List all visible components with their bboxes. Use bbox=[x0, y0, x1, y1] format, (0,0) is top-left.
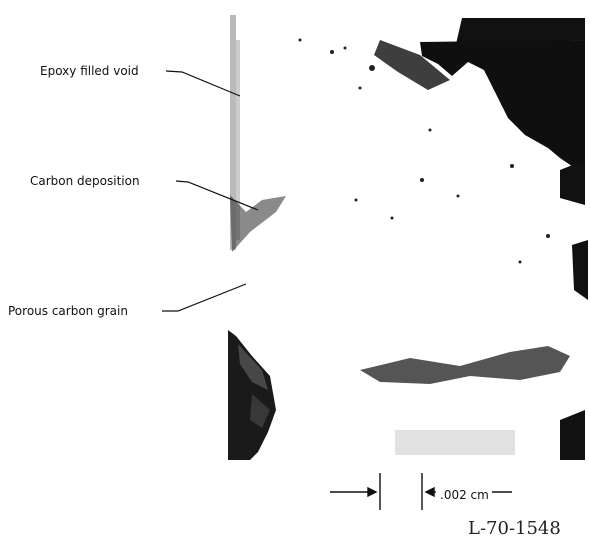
leader-lines bbox=[162, 70, 259, 312]
label-carbon-deposition: Carbon deposition bbox=[30, 174, 140, 188]
specks bbox=[298, 38, 550, 264]
label-porous-carbon-grain: Porous carbon grain bbox=[8, 304, 128, 318]
leader-epoxy bbox=[165, 70, 241, 97]
lower-specimen bbox=[228, 330, 585, 460]
leader-porous bbox=[162, 283, 247, 312]
scale-bar-label: .002 cm bbox=[440, 488, 489, 502]
label-epoxy-filled-void: Epoxy filled void bbox=[40, 64, 139, 78]
leader-carbon bbox=[175, 180, 259, 211]
figure-id: L-70-1548 bbox=[468, 518, 561, 539]
scale-bar bbox=[330, 473, 512, 510]
dark-region-top-right bbox=[374, 18, 588, 300]
left-edge-upper bbox=[230, 15, 286, 252]
